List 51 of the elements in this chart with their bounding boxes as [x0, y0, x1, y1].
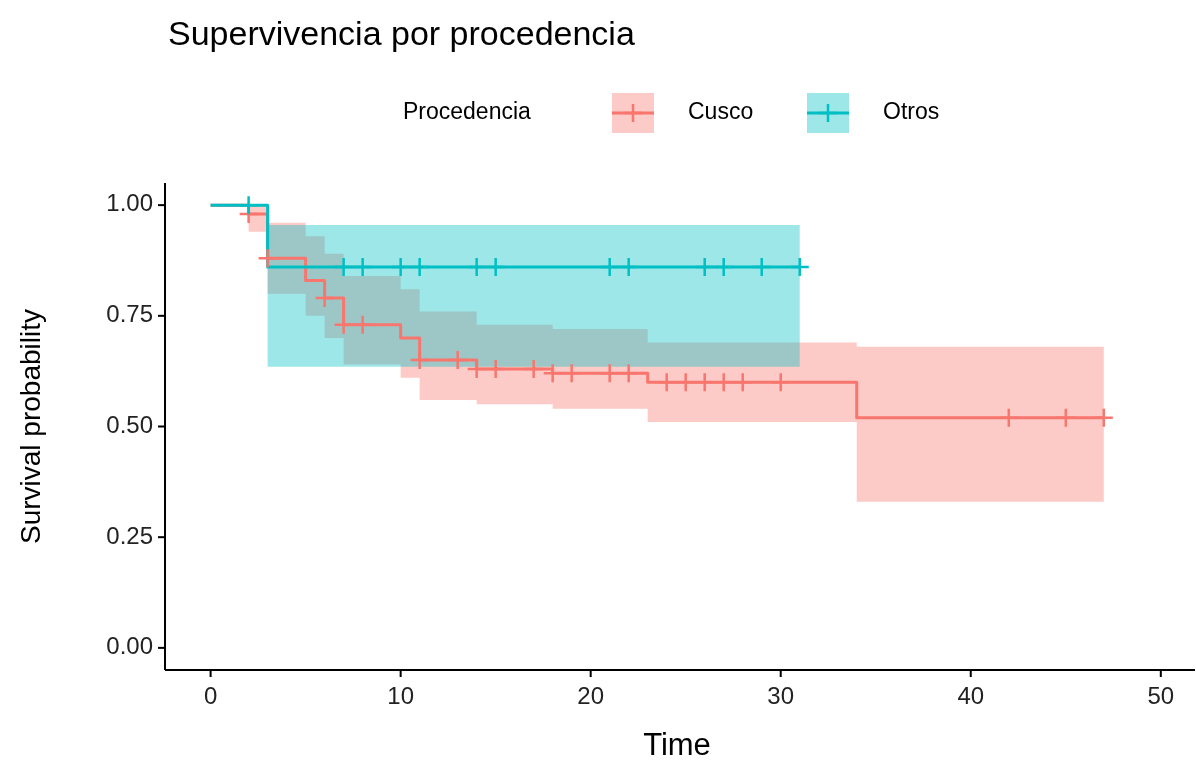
point: [352, 256, 373, 278]
point: [390, 256, 411, 278]
point: [675, 371, 696, 393]
point: [352, 314, 373, 335]
point: [485, 358, 506, 380]
point: [257, 248, 278, 269]
point: [238, 194, 259, 216]
point: [409, 349, 430, 371]
point: [713, 256, 734, 278]
point: [694, 256, 715, 278]
legend-label: Otros: [883, 98, 940, 125]
x-tick-label: 40: [957, 682, 985, 709]
y-tick-label: 0.25: [106, 521, 153, 549]
x-axis-title: Time: [643, 727, 711, 761]
chart-title: Supervivencia por procedencia: [168, 14, 635, 52]
point: [732, 371, 753, 393]
point: [599, 363, 620, 384]
point: [333, 256, 354, 278]
x-tick-label: 0: [203, 682, 218, 709]
point: [618, 363, 639, 384]
point: [713, 371, 734, 393]
point: [485, 256, 506, 278]
point: [1093, 407, 1115, 428]
point: [314, 287, 335, 309]
x-tick-label: 20: [577, 682, 605, 709]
point: [561, 363, 582, 384]
y-tick-label: 0.50: [106, 410, 153, 438]
point: [656, 371, 677, 393]
point: [789, 256, 810, 278]
point: [1055, 407, 1077, 428]
point: [998, 407, 1020, 428]
point: [770, 371, 791, 393]
legend-label: Cusco: [688, 98, 754, 125]
point: [447, 349, 468, 371]
y-tick-label: 0.75: [106, 300, 153, 328]
x-tick-label: 50: [1147, 682, 1175, 709]
y-tick-label: 0.00: [106, 632, 153, 660]
point: [333, 314, 354, 335]
point: [542, 363, 563, 384]
y-axis-title: Survival probability: [15, 309, 46, 544]
point: [618, 256, 639, 278]
point: [751, 256, 772, 278]
x-tick-label: 10: [387, 682, 414, 709]
point: [599, 256, 620, 278]
point: [409, 256, 430, 278]
point: [523, 358, 544, 380]
legend-title: Procedencia: [403, 98, 532, 125]
point: [694, 371, 715, 393]
point: [466, 256, 487, 278]
x-tick-label: 30: [767, 682, 795, 709]
y-tick-label: 1.00: [106, 189, 153, 217]
